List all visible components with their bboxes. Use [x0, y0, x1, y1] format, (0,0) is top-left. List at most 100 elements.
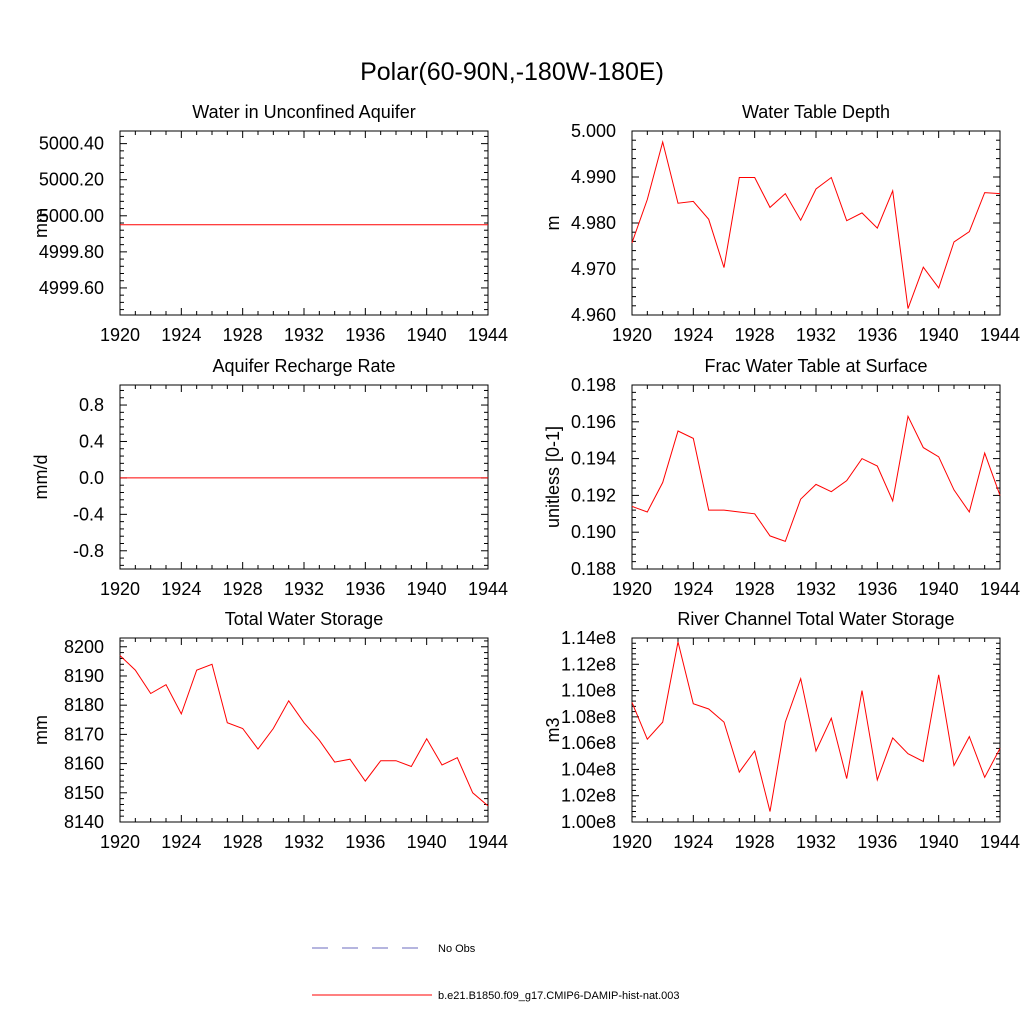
x-tick-label: 1932	[796, 579, 836, 599]
panel-title: Water in Unconfined Aquifer	[192, 102, 415, 122]
panel-title: River Channel Total Water Storage	[677, 609, 954, 629]
y-tick-label: 8180	[64, 695, 104, 715]
y-axis-label: mm	[31, 208, 51, 238]
x-tick-label: 1932	[284, 579, 324, 599]
chart-panel: Water Table Depth m 1920 1924 1928 1932 1936 19…	[543, 102, 1020, 345]
x-tick-label: 1928	[223, 579, 263, 599]
plot-frame	[631, 130, 1001, 316]
y-axis-label: mm/d	[31, 455, 51, 500]
y-tick-label: 1.10e8	[561, 681, 616, 701]
chart-panel: Total Water Storage mm 1920 1924 1928 1932 193…	[31, 609, 508, 852]
y-tick-label: 4.960	[571, 305, 616, 325]
x-tick-label: 1920	[612, 832, 652, 852]
y-tick-label: 0.194	[571, 449, 616, 469]
plot-frame	[631, 637, 1001, 823]
panel-title: Total Water Storage	[225, 609, 383, 629]
x-tick-label: 1928	[223, 832, 263, 852]
x-tick-label: 1936	[345, 832, 385, 852]
legend: No Obs b.e21.B1850.f09_g17.CMIP6-DAMIP-h…	[312, 943, 680, 1002]
x-tick-label: 1928	[735, 325, 775, 345]
x-tick-label: 1944	[980, 832, 1020, 852]
panels: Water in Unconfined Aquifer mm 1920 1924 192…	[31, 102, 1020, 852]
plot-frame	[119, 637, 489, 823]
x-tick-label: 1924	[161, 579, 201, 599]
x-tick-label: 1928	[735, 832, 775, 852]
y-tick-label: 4.990	[571, 167, 616, 187]
y-tick-label: 8140	[64, 812, 104, 832]
plot-frame	[119, 130, 489, 316]
y-tick-label: 5000.00	[39, 206, 104, 226]
y-axis-label: mm	[31, 715, 51, 745]
y-tick-label: 4999.80	[39, 242, 104, 262]
x-tick-label: 1920	[100, 325, 140, 345]
y-tick-label: 8170	[64, 724, 104, 744]
x-tick-label: 1924	[673, 579, 713, 599]
y-tick-label: 0.8	[79, 395, 104, 415]
chart-panel: Frac Water Table at Surface unitless [0-1…	[543, 356, 1020, 599]
x-tick-label: 1944	[468, 832, 508, 852]
x-tick-label: 1924	[161, 325, 201, 345]
y-tick-label: 4999.60	[39, 278, 104, 298]
y-tick-label: 0.190	[571, 522, 616, 542]
x-tick-label: 1932	[796, 325, 836, 345]
x-tick-label: 1944	[468, 579, 508, 599]
x-tick-label: 1932	[284, 832, 324, 852]
y-tick-label: 8200	[64, 637, 104, 657]
x-tick-label: 1936	[857, 325, 897, 345]
y-tick-label: 8190	[64, 666, 104, 686]
x-tick-label: 1944	[980, 325, 1020, 345]
y-tick-label: 8160	[64, 754, 104, 774]
y-tick-label: 1.00e8	[561, 812, 616, 832]
y-tick-label: 5000.20	[39, 170, 104, 190]
panel-title: Water Table Depth	[742, 102, 890, 122]
y-tick-label: 8150	[64, 783, 104, 803]
chart-panel: Aquifer Recharge Rate mm/d 1920 1924 1928 193…	[31, 356, 508, 599]
series-line	[631, 414, 1001, 543]
legend-model-label: b.e21.B1850.f09_g17.CMIP6-DAMIP-hist-nat…	[438, 990, 680, 1002]
plot-frame	[119, 384, 489, 570]
x-tick-label: 1944	[468, 325, 508, 345]
y-tick-label: 1.06e8	[561, 733, 616, 753]
y-tick-label: 1.04e8	[561, 759, 616, 779]
y-tick-label: 0.0	[79, 468, 104, 488]
plot-frame	[631, 384, 1001, 570]
x-tick-label: 1920	[100, 579, 140, 599]
y-tick-label: 4.970	[571, 259, 616, 279]
x-tick-label: 1936	[345, 579, 385, 599]
x-tick-label: 1920	[100, 832, 140, 852]
x-tick-label: 1940	[407, 579, 447, 599]
y-tick-label: 1.12e8	[561, 654, 616, 674]
y-tick-label: 1.08e8	[561, 707, 616, 727]
y-tick-label: -0.8	[73, 541, 104, 561]
y-tick-label: 0.4	[79, 431, 104, 451]
y-axis-label: m3	[543, 717, 563, 742]
x-tick-label: 1920	[612, 579, 652, 599]
x-tick-label: 1928	[735, 579, 775, 599]
y-axis-label: m	[543, 216, 563, 231]
x-tick-label: 1928	[223, 325, 263, 345]
y-tick-label: 0.192	[571, 485, 616, 505]
y-tick-label: 0.188	[571, 559, 616, 579]
y-tick-label: 5000.40	[39, 134, 104, 154]
panel-title: Frac Water Table at Surface	[704, 356, 927, 376]
x-tick-label: 1932	[796, 832, 836, 852]
x-tick-label: 1936	[857, 832, 897, 852]
series-line	[631, 641, 1001, 812]
figure-title: Polar(60-90N,-180W-180E)	[360, 58, 664, 86]
x-tick-label: 1924	[673, 832, 713, 852]
x-tick-label: 1920	[612, 325, 652, 345]
x-tick-label: 1940	[919, 325, 959, 345]
y-tick-label: 0.198	[571, 375, 616, 395]
y-tick-label: 5.000	[571, 121, 616, 141]
x-tick-label: 1924	[673, 325, 713, 345]
series-line	[631, 140, 1001, 309]
x-tick-label: 1936	[857, 579, 897, 599]
y-tick-label: 0.196	[571, 412, 616, 432]
legend-obs-label: No Obs	[438, 943, 476, 955]
x-tick-label: 1940	[407, 832, 447, 852]
y-tick-label: 1.14e8	[561, 628, 616, 648]
y-tick-label: 4.980	[571, 213, 616, 233]
x-tick-label: 1932	[284, 325, 324, 345]
